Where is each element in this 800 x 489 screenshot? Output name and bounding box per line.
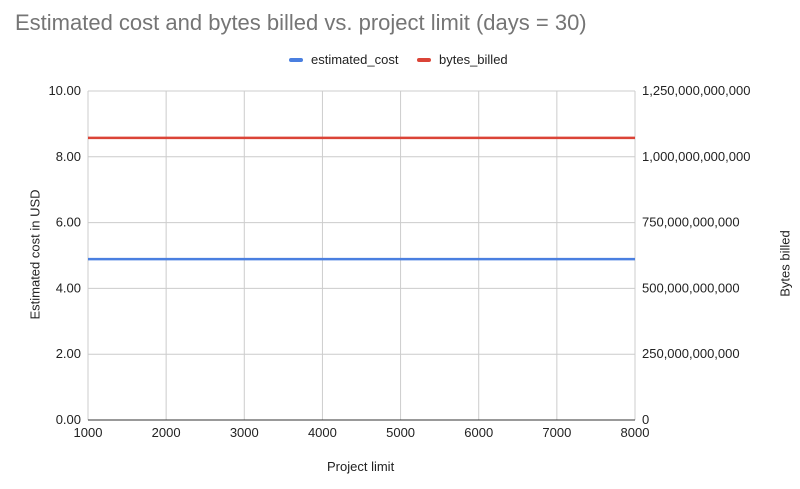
x-tick-label: 6000 bbox=[464, 425, 493, 440]
x-axis-title: Project limit bbox=[327, 459, 395, 474]
x-tick-label: 4000 bbox=[308, 425, 337, 440]
y-tick-label-right: 250,000,000,000 bbox=[642, 346, 740, 361]
legend-label: estimated_cost bbox=[311, 52, 399, 67]
legend-swatch-red-icon bbox=[417, 57, 431, 62]
y-tick-label-left: 10.00 bbox=[48, 83, 81, 98]
y-tick-label-right: 1,250,000,000,000 bbox=[642, 83, 750, 98]
y-tick-label-right: 500,000,000,000 bbox=[642, 280, 740, 295]
x-tick-label: 2000 bbox=[152, 425, 181, 440]
y-tick-label-left: 2.00 bbox=[56, 346, 81, 361]
legend-item-estimated-cost[interactable]: estimated_cost bbox=[289, 52, 398, 67]
y-tick-label-right: 0 bbox=[642, 412, 649, 427]
legend-swatch-blue-icon bbox=[289, 57, 303, 62]
y-axis-title-right: Bytes billed bbox=[777, 230, 793, 297]
chart-title: Estimated cost and bytes billed vs. proj… bbox=[15, 10, 587, 35]
legend: estimated_cost bytes_billed bbox=[0, 52, 800, 70]
x-tick-label: 7000 bbox=[542, 425, 571, 440]
y-tick-label-left: 8.00 bbox=[56, 149, 81, 164]
legend-label: bytes_billed bbox=[439, 52, 508, 67]
y-tick-label-right: 1,000,000,000,000 bbox=[642, 149, 750, 164]
y-tick-label-left: 4.00 bbox=[56, 280, 81, 295]
x-tick-label: 5000 bbox=[386, 425, 415, 440]
y-tick-label-left: 6.00 bbox=[56, 215, 81, 230]
y-tick-label-left: 0.00 bbox=[56, 412, 81, 427]
x-tick-label: 1000 bbox=[74, 425, 103, 440]
y-tick-label-right: 750,000,000,000 bbox=[642, 215, 740, 230]
y-axis-title-left: Estimated cost in USD bbox=[27, 189, 43, 320]
x-tick-label: 3000 bbox=[230, 425, 259, 440]
legend-item-bytes-billed[interactable]: bytes_billed bbox=[417, 52, 508, 67]
x-tick-label: 8000 bbox=[621, 425, 650, 440]
